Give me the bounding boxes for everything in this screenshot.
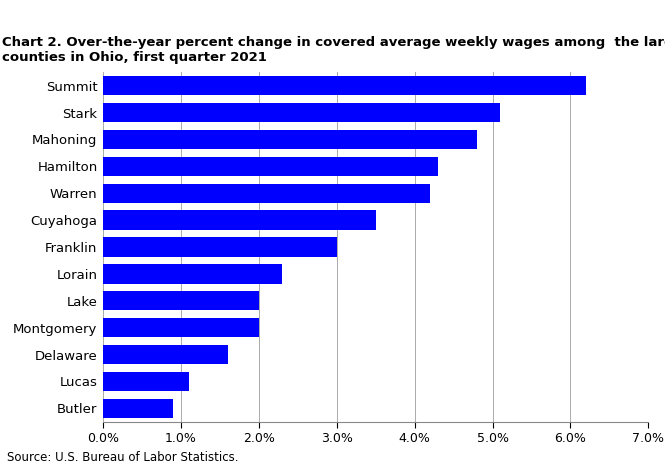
- Bar: [103, 103, 500, 122]
- Bar: [103, 345, 227, 364]
- Bar: [103, 211, 376, 230]
- Bar: [103, 157, 438, 176]
- Bar: [103, 264, 282, 283]
- Bar: [103, 76, 586, 96]
- Text: Chart 2. Over-the-year percent change in covered average weekly wages among  the: Chart 2. Over-the-year percent change in…: [2, 36, 665, 64]
- Bar: [103, 291, 259, 310]
- Bar: [103, 130, 477, 149]
- Bar: [103, 398, 173, 418]
- Bar: [103, 184, 430, 203]
- Bar: [103, 237, 336, 257]
- Bar: [103, 318, 259, 337]
- Text: Source: U.S. Bureau of Labor Statistics.: Source: U.S. Bureau of Labor Statistics.: [7, 451, 238, 464]
- Bar: [103, 372, 189, 391]
